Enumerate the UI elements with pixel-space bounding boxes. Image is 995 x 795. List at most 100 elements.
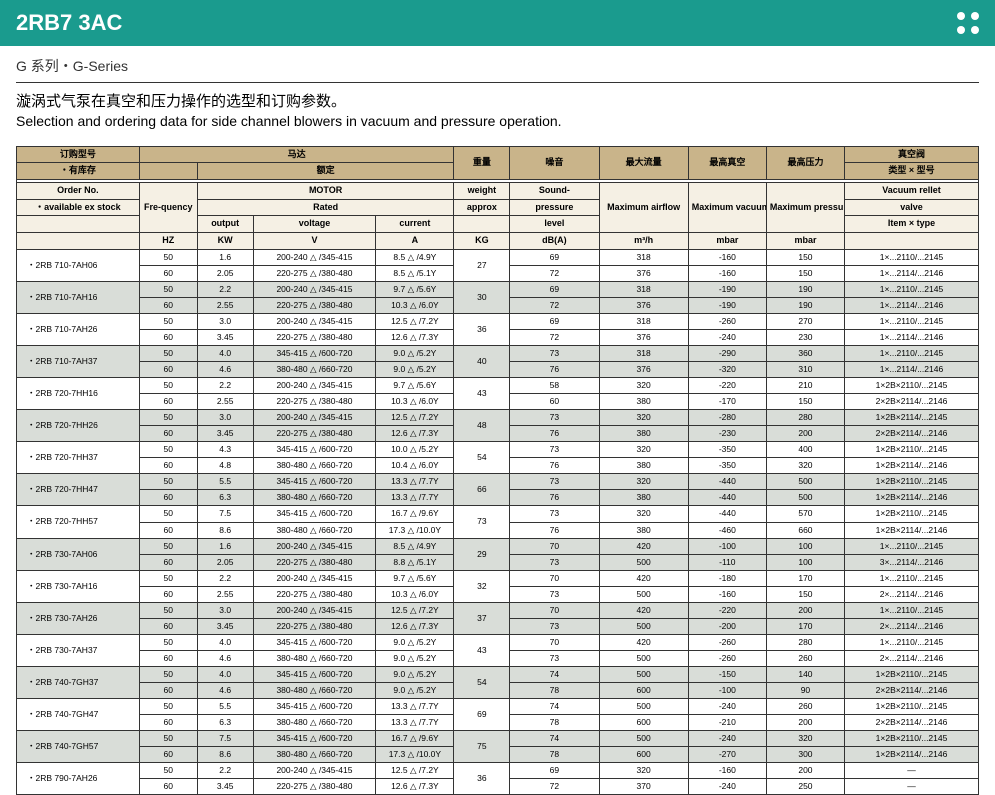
sound: 73 [510, 442, 599, 458]
series-subtitle: G 系列・G-Series [0, 46, 995, 80]
freq: 60 [139, 618, 197, 634]
sound: 69 [510, 281, 599, 297]
hdr-weight-en: weight [454, 182, 510, 199]
current: 12.6 △ /7.3Y [376, 329, 454, 345]
vacuum: -460 [688, 522, 766, 538]
voltage: 200-240 △ /345-415 [253, 602, 376, 618]
vacuum: -190 [688, 281, 766, 297]
airflow: 318 [599, 313, 688, 329]
valve: 2×2B×2114/...2146 [845, 426, 979, 442]
table-row: ・2RB 710-7AH16502.2200-240 △ /345-4159.7… [17, 281, 979, 297]
sound: 72 [510, 779, 599, 795]
output: 3.45 [197, 779, 253, 795]
header-bar: 2RB7 3AC [0, 0, 995, 46]
hdr-blank [139, 163, 197, 180]
output: 7.5 [197, 506, 253, 522]
voltage: 220-275 △ /380-480 [253, 426, 376, 442]
weight: 27 [454, 249, 510, 281]
vacuum: -290 [688, 346, 766, 362]
airflow: 380 [599, 458, 688, 474]
table-row: ・2RB 790-7AH26502.2200-240 △ /345-41512.… [17, 763, 979, 779]
output: 2.05 [197, 265, 253, 281]
output: 7.5 [197, 731, 253, 747]
voltage: 345-415 △ /600-720 [253, 666, 376, 682]
sound: 70 [510, 538, 599, 554]
hdr-stock-cn: ・有库存 [17, 163, 140, 180]
pressure: 150 [766, 249, 844, 265]
weight: 40 [454, 346, 510, 378]
pressure: 280 [766, 410, 844, 426]
hdr-current-en: current [376, 216, 454, 233]
valve: 1×2B×2110/...2145 [845, 474, 979, 490]
unit-kw: KW [197, 233, 253, 250]
vacuum: -260 [688, 313, 766, 329]
airflow: 500 [599, 554, 688, 570]
vacuum: -240 [688, 329, 766, 345]
sound: 76 [510, 426, 599, 442]
output: 1.6 [197, 249, 253, 265]
hdr-valve3-en: Item × type [845, 216, 979, 233]
valve: 1×2B×2110/...2145 [845, 731, 979, 747]
current: 10.3 △ /6.0Y [376, 394, 454, 410]
sound: 58 [510, 378, 599, 394]
freq: 60 [139, 779, 197, 795]
hdr-sound-cn: 噪音 [510, 146, 599, 179]
pressure: 200 [766, 426, 844, 442]
sound: 76 [510, 458, 599, 474]
vacuum: -160 [688, 586, 766, 602]
hdr-motor-cn: 马达 [139, 146, 454, 163]
current: 8.5 △ /4.9Y [376, 249, 454, 265]
freq: 50 [139, 731, 197, 747]
valve: 1×...2110/...2145 [845, 538, 979, 554]
output: 2.55 [197, 297, 253, 313]
airflow: 500 [599, 650, 688, 666]
output: 8.6 [197, 522, 253, 538]
vacuum: -110 [688, 554, 766, 570]
valve: 1×...2114/...2146 [845, 265, 979, 281]
order-no: ・2RB 730-7AH26 [17, 602, 140, 634]
pressure: 400 [766, 442, 844, 458]
valve: 3×...2114/...2146 [845, 554, 979, 570]
page-title: 2RB7 3AC [16, 10, 122, 36]
pressure: 150 [766, 265, 844, 281]
airflow: 380 [599, 522, 688, 538]
vacuum: -190 [688, 297, 766, 313]
hdr-valvesub-cn: 类型 × 型号 [845, 163, 979, 180]
voltage: 380-480 △ /660-720 [253, 522, 376, 538]
vacuum: -440 [688, 490, 766, 506]
airflow: 320 [599, 378, 688, 394]
sound: 74 [510, 699, 599, 715]
order-no: ・2RB 720-7HH37 [17, 442, 140, 474]
vacuum: -440 [688, 506, 766, 522]
airflow: 318 [599, 249, 688, 265]
order-no: ・2RB 740-7GH37 [17, 666, 140, 698]
sound: 73 [510, 618, 599, 634]
airflow: 500 [599, 586, 688, 602]
valve: 1×...2114/...2146 [845, 329, 979, 345]
pressure: 170 [766, 618, 844, 634]
unit-db: dB(A) [510, 233, 599, 250]
airflow: 600 [599, 682, 688, 698]
order-no: ・2RB 720-7HH57 [17, 506, 140, 538]
current: 17.3 △ /10.0Y [376, 522, 454, 538]
voltage: 380-480 △ /660-720 [253, 362, 376, 378]
airflow: 500 [599, 618, 688, 634]
sound: 72 [510, 329, 599, 345]
voltage: 220-275 △ /380-480 [253, 394, 376, 410]
voltage: 380-480 △ /660-720 [253, 458, 376, 474]
table-row: ・2RB 740-7GH47505.5345-415 △ /600-72013.… [17, 699, 979, 715]
order-no: ・2RB 720-7HH16 [17, 378, 140, 410]
sound: 73 [510, 554, 599, 570]
freq: 60 [139, 297, 197, 313]
freq: 60 [139, 426, 197, 442]
valve: 2×...2114/...2146 [845, 650, 979, 666]
output: 4.6 [197, 650, 253, 666]
pressure: 230 [766, 329, 844, 345]
sound: 72 [510, 297, 599, 313]
sound: 78 [510, 715, 599, 731]
order-no: ・2RB 710-7AH16 [17, 281, 140, 313]
hdr-valve2-en: valve [845, 199, 979, 216]
output: 3.0 [197, 410, 253, 426]
output: 2.2 [197, 378, 253, 394]
sound: 76 [510, 490, 599, 506]
